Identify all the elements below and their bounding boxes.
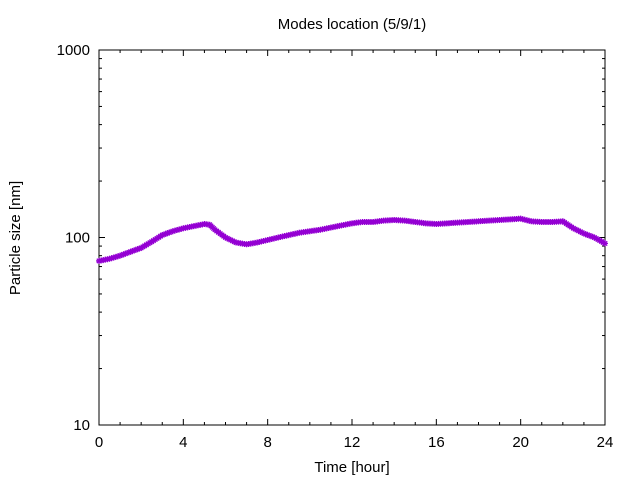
major-ticks (98, 49, 606, 426)
data-point-marker (589, 233, 596, 240)
minor-ticks (99, 50, 605, 425)
y-tick-label: 100 (65, 230, 90, 247)
x-tick-label: 8 (263, 434, 271, 451)
data-point (580, 230, 587, 237)
data-point-marker (125, 249, 132, 256)
data-point (602, 240, 608, 247)
data-points (96, 215, 608, 264)
data-point-marker (587, 233, 594, 240)
x-tick-label: 16 (428, 434, 445, 451)
x-tick-label: 24 (597, 434, 614, 451)
data-point-marker (118, 252, 125, 259)
data-point-marker (582, 231, 589, 238)
x-tick-labels: 0 4 8 12 16 20 24 (95, 434, 614, 451)
x-tick-label: 12 (344, 434, 361, 451)
y-tick-label: 1000 (57, 42, 90, 59)
x-tick-label: 4 (179, 434, 187, 451)
y-tick-labels: 10 100 1000 (57, 42, 90, 434)
data-point-marker (122, 250, 129, 257)
x-axis-label: Time [hour] (314, 459, 389, 476)
plot-frame (98, 49, 606, 426)
x-tick-label: 0 (95, 434, 103, 451)
data-point-marker (124, 250, 131, 257)
data-point (117, 252, 124, 259)
data-point-marker (584, 231, 591, 238)
y-tick-label: 10 (73, 417, 90, 434)
x-tick-label: 20 (512, 434, 529, 451)
data-point-marker (120, 251, 127, 258)
y-axis-label: Particle size [nm] (7, 181, 24, 295)
chart-title: Modes location (5/9/1) (278, 16, 426, 33)
data-point-marker (586, 232, 593, 239)
